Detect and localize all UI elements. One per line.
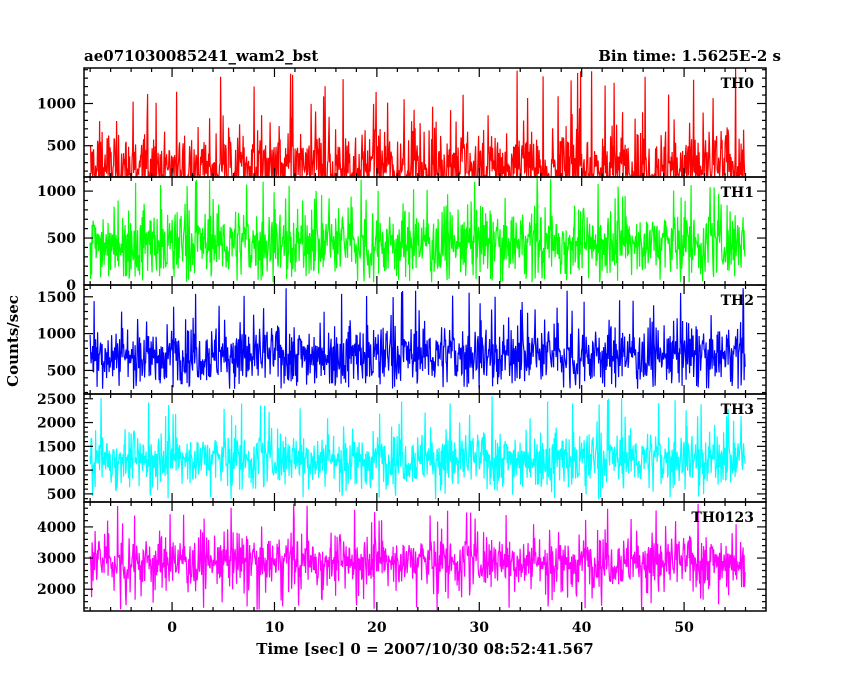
y-tick-label: 2000: [37, 582, 76, 598]
panel-label: TH3: [721, 402, 754, 418]
panel-label: TH1: [721, 185, 754, 201]
x-tick-label: 0: [167, 620, 177, 636]
series-th0: [89, 68, 746, 177]
x-tick-label: 30: [470, 620, 490, 636]
panel-th0: 500 1000 TH0: [37, 67, 767, 178]
y-tick-label: 3000: [37, 551, 76, 567]
y-tick-label: 0: [66, 278, 76, 294]
x-axis-label: Time [sec] 0 = 2007/10/30 08:52:41.567: [256, 640, 593, 658]
series-th2: [89, 288, 746, 389]
panel-th2: 500 1000 1500 TH2: [37, 284, 767, 395]
panels: 500 1000 TH0 0 500 1000 TH1 500 1000 1500 TH2 500 10…: [37, 67, 767, 612]
panel-frame: [83, 501, 767, 612]
x-tick-label: 10: [265, 620, 285, 636]
y-tick-label: 4000: [37, 520, 76, 536]
y-tick-label: 500: [47, 487, 76, 503]
y-tick-label: 500: [47, 363, 76, 379]
x-tick-label: 40: [572, 620, 592, 636]
bin-time-label: Bin time: 1.5625E-2 s: [598, 47, 781, 65]
y-tick-label: 500: [47, 139, 76, 155]
x-axis: 0 10 20 30 40 50: [167, 620, 694, 636]
panel-th0123: 2000 3000 4000 TH0123: [37, 501, 767, 612]
y-tick-label: 1000: [37, 327, 76, 343]
series-th0123: [89, 503, 746, 611]
panel-label: TH0: [721, 76, 755, 92]
y-tick-label: 500: [47, 231, 76, 247]
y-tick-label: 2500: [37, 392, 76, 408]
y-tick-label: 1000: [37, 96, 76, 112]
series-th1: [89, 177, 746, 283]
x-tick-label: 20: [367, 620, 387, 636]
series-th3: [89, 396, 746, 500]
panel-label: TH0123: [691, 510, 754, 526]
panel-th3: 500 1000 1500 2000 2500 TH3: [37, 392, 767, 503]
x-tick-label: 50: [674, 620, 694, 636]
panel-label: TH2: [721, 293, 754, 309]
y-tick-label: 1000: [37, 184, 76, 200]
y-tick-label: 1500: [37, 439, 76, 455]
chart-title: ae071030085241_wam2_bst: [84, 47, 318, 65]
panel-th1: 0 500 1000 TH1: [37, 176, 767, 294]
y-axis-label: Counts/sec: [4, 295, 22, 387]
y-tick-label: 2000: [37, 416, 76, 432]
y-tick-label: 1500: [37, 290, 76, 306]
y-tick-label: 1000: [37, 463, 76, 479]
